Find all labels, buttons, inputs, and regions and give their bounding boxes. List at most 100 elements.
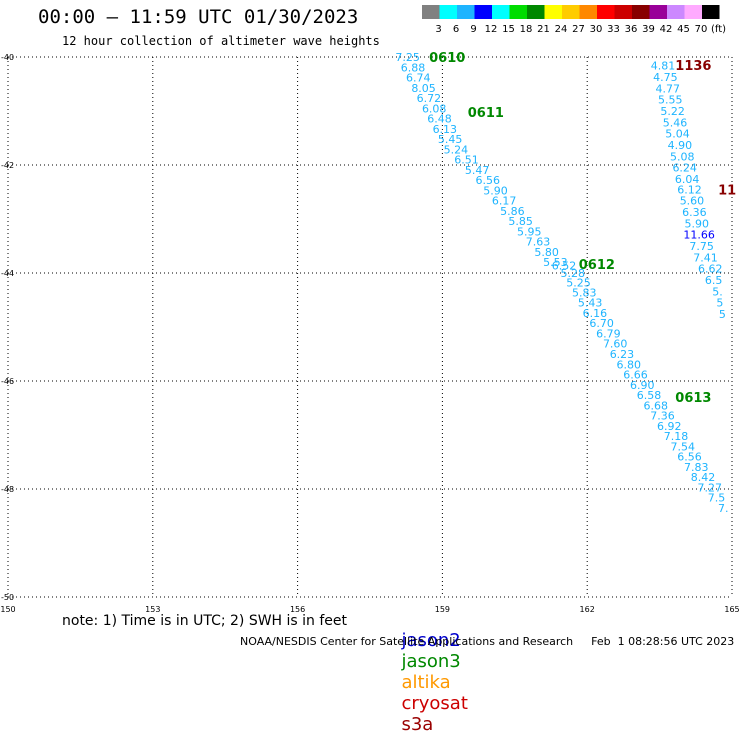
swh-value: 7.75 [689, 240, 714, 253]
swh-value: 5.60 [680, 195, 705, 208]
swh-value: 5.25 [566, 277, 591, 290]
swh-value: 6.23 [610, 348, 635, 361]
swh-value: 7.54 [671, 440, 696, 453]
colorbar-label: 70 [695, 24, 708, 35]
swh-value: 5.46 [663, 116, 688, 129]
y-tick-label: -48 [1, 485, 14, 494]
swh-value: 6.13 [433, 123, 458, 136]
swh-value: 6.56 [476, 174, 501, 187]
colorbar-swatch [684, 5, 702, 19]
footer-note: note: 1) Time is in UTC; 2) SWH is in fe… [62, 613, 348, 629]
y-tick-label: -50 [1, 593, 14, 602]
sat-legend-jason2: jason2 [401, 630, 461, 651]
swh-value: 5.47 [465, 164, 490, 177]
y-tick-label: -46 [1, 377, 14, 386]
colorbar-swatch [544, 5, 562, 19]
x-tick-label: 150 [0, 605, 15, 614]
y-tick-label: -44 [1, 269, 14, 278]
swh-value: 5.53 [543, 256, 568, 269]
swh-value: 5.43 [578, 297, 603, 310]
swh-value: 6.12 [677, 183, 702, 196]
swh-value: 5.08 [670, 150, 695, 163]
colorbar-swatch [614, 5, 632, 19]
colorbar-swatch [597, 5, 615, 19]
swh-value: 6.80 [616, 358, 641, 371]
colorbar-label: 15 [502, 24, 515, 35]
chart-title: 00:00 – 11:59 UTC 01/30/2023 [38, 6, 359, 28]
colorbar-label: 12 [485, 24, 498, 35]
swh-value: 5.24 [444, 143, 469, 156]
colorbar-label: 3 [435, 24, 441, 35]
swh-value: 6.48 [427, 113, 452, 126]
colorbar-swatch [422, 5, 440, 19]
swh-value: 4.77 [656, 82, 681, 95]
swh-value: 5.90 [685, 217, 710, 230]
swh-value: 7.41 [693, 251, 718, 264]
colorbar-swatch [457, 5, 475, 19]
colorbar-swatch [492, 5, 510, 19]
swh-value: 7.5 [708, 492, 726, 505]
x-tick-label: 159 [435, 605, 450, 614]
colorbar-swatch [562, 5, 580, 19]
time-labels: 0610 0611 0612 0613 1136 11 [429, 51, 736, 406]
colorbar-swatch [649, 5, 667, 19]
swh-value: 6.56 [677, 451, 702, 464]
time-label: 0610 [429, 51, 465, 66]
swh-value: 11.66 [683, 229, 715, 242]
colorbar-label: 9 [470, 24, 476, 35]
swh-value: 6.08 [422, 102, 447, 115]
credit-timestamp: Feb 1 08:28:56 UTC 2023 [591, 635, 735, 648]
swh-value: 6.79 [596, 327, 621, 340]
x-tick-label: 156 [290, 605, 305, 614]
swh-value: 5 [716, 297, 723, 310]
swh-value: 5.85 [508, 215, 533, 228]
swh-value: 7.18 [664, 430, 689, 443]
swh-value: 7.60 [603, 338, 628, 351]
swh-value: 5.90 [483, 184, 508, 197]
color-scale-legend: 3 6 9 12 15 18 21 24 27 30 33 36 39 42 45 70 (ft) [422, 5, 726, 35]
swh-value: 7.83 [684, 461, 709, 474]
swh-value: 5.04 [665, 128, 690, 141]
axis-ticks: 150 153 156 159 162 165 -40 -42 -44 -46 -48 -50 [0, 53, 739, 614]
swh-value: 4.75 [653, 71, 678, 84]
swh-value: 5.28 [560, 267, 585, 280]
swh-value: 6.92 [657, 420, 682, 433]
swh-value: 5.80 [534, 246, 559, 259]
colorbar-swatch [579, 5, 597, 19]
swh-value: 4.90 [668, 139, 693, 152]
colorbar-label: 18 [520, 24, 533, 35]
y-tick-label: -42 [1, 161, 14, 170]
footer-credit: NOAA/NESDIS Center for Satellite Applica… [240, 635, 734, 648]
swh-value: 6.66 [623, 369, 648, 382]
chart-subtitle: 12 hour collection of altimeter wave hei… [62, 34, 380, 48]
swh-points: 7.256.886.748.056.726.086.486.135.455.24… [395, 51, 728, 515]
swh-value: 5.22 [660, 105, 685, 118]
y-tick-label: -40 [1, 53, 14, 62]
colorbar-label: 42 [660, 24, 673, 35]
swh-value: 6.24 [672, 162, 697, 175]
colorbar-label: 45 [677, 24, 690, 35]
swh-value: 6.51 [454, 154, 479, 167]
colorbar-label: (ft) [711, 24, 726, 35]
swh-value: 6.5 [705, 274, 723, 287]
swh-value: 6.36 [682, 206, 707, 219]
sat-legend-jason3: jason3 [401, 651, 461, 672]
colorbar-label: 36 [625, 24, 638, 35]
x-tick-label: 162 [580, 605, 595, 614]
colorbar-swatch [702, 5, 720, 19]
colorbar-label: 21 [537, 24, 550, 35]
swh-value: 6.58 [637, 389, 662, 402]
time-label: 0613 [675, 391, 711, 406]
colorbar-swatch [439, 5, 457, 19]
sat-legend-s3a: s3a [401, 714, 434, 735]
swh-value: 5.83 [572, 286, 597, 299]
credit-org: NOAA/NESDIS Center for Satellite Applica… [240, 635, 574, 648]
swh-value: 5. [712, 285, 723, 298]
colorbar-label: 24 [555, 24, 568, 35]
swh-value: 6.88 [401, 61, 426, 74]
time-label: 0611 [468, 106, 504, 121]
swh-value: 7.36 [650, 410, 675, 423]
colorbar-swatch [474, 5, 492, 19]
swh-value: 5.45 [438, 133, 463, 146]
swh-value: 6.62 [698, 263, 723, 276]
